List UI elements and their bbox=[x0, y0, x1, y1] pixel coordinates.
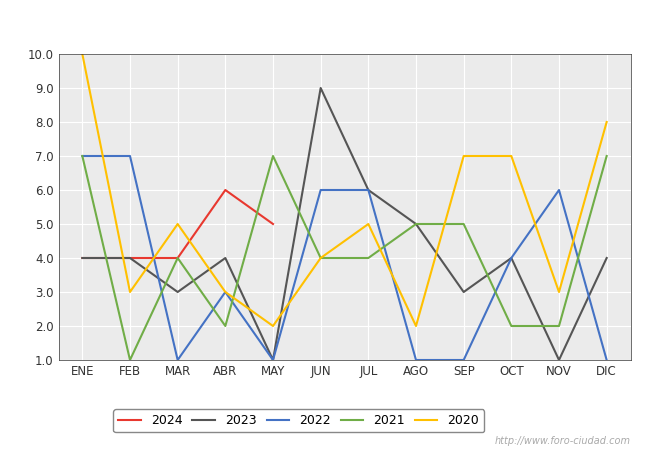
2023 bbox=[126, 255, 134, 261]
2022 bbox=[365, 187, 372, 193]
2020 bbox=[222, 289, 229, 295]
2022 bbox=[460, 357, 467, 363]
2020 bbox=[174, 221, 181, 227]
Line: 2021: 2021 bbox=[83, 156, 606, 360]
2021 bbox=[222, 323, 229, 328]
2022 bbox=[412, 357, 420, 363]
2021 bbox=[460, 221, 467, 227]
2020 bbox=[269, 323, 277, 328]
Line: 2020: 2020 bbox=[83, 54, 606, 326]
2021 bbox=[412, 221, 420, 227]
2023 bbox=[174, 289, 181, 295]
2021 bbox=[317, 255, 324, 261]
2020 bbox=[365, 221, 372, 227]
2020 bbox=[555, 289, 563, 295]
Line: 2023: 2023 bbox=[83, 88, 606, 360]
2021 bbox=[174, 255, 181, 261]
2020 bbox=[79, 51, 86, 57]
2021 bbox=[603, 153, 610, 159]
2023 bbox=[317, 86, 324, 91]
2024 bbox=[79, 255, 86, 261]
2022 bbox=[603, 357, 610, 363]
Legend: 2024, 2023, 2022, 2021, 2020: 2024, 2023, 2022, 2021, 2020 bbox=[113, 409, 484, 432]
2024 bbox=[269, 221, 277, 227]
2021 bbox=[269, 153, 277, 159]
2021 bbox=[555, 323, 563, 328]
2021 bbox=[79, 153, 86, 159]
2022 bbox=[317, 187, 324, 193]
Line: 2022: 2022 bbox=[83, 156, 606, 360]
2023 bbox=[222, 255, 229, 261]
2022 bbox=[269, 357, 277, 363]
2020 bbox=[508, 153, 515, 159]
2020 bbox=[412, 323, 420, 328]
2023 bbox=[269, 357, 277, 363]
2022 bbox=[126, 153, 134, 159]
2021 bbox=[508, 323, 515, 328]
2024 bbox=[174, 255, 181, 261]
2022 bbox=[222, 289, 229, 295]
2022 bbox=[555, 187, 563, 193]
2023 bbox=[460, 289, 467, 295]
2020 bbox=[460, 153, 467, 159]
2023 bbox=[79, 255, 86, 261]
2023 bbox=[603, 255, 610, 261]
2020 bbox=[603, 119, 610, 125]
2024 bbox=[126, 255, 134, 261]
2024 bbox=[222, 187, 229, 193]
2023 bbox=[365, 187, 372, 193]
2021 bbox=[365, 255, 372, 261]
2023 bbox=[412, 221, 420, 227]
Text: Matriculaciones de Vehiculos en Pina de Ebro: Matriculaciones de Vehiculos en Pina de … bbox=[137, 14, 513, 33]
2020 bbox=[126, 289, 134, 295]
2020 bbox=[317, 255, 324, 261]
2021 bbox=[126, 357, 134, 363]
2023 bbox=[508, 255, 515, 261]
2023 bbox=[555, 357, 563, 363]
2022 bbox=[79, 153, 86, 159]
Text: http://www.foro-ciudad.com: http://www.foro-ciudad.com bbox=[495, 436, 630, 446]
2022 bbox=[508, 255, 515, 261]
Line: 2024: 2024 bbox=[83, 190, 273, 258]
2022 bbox=[174, 357, 181, 363]
